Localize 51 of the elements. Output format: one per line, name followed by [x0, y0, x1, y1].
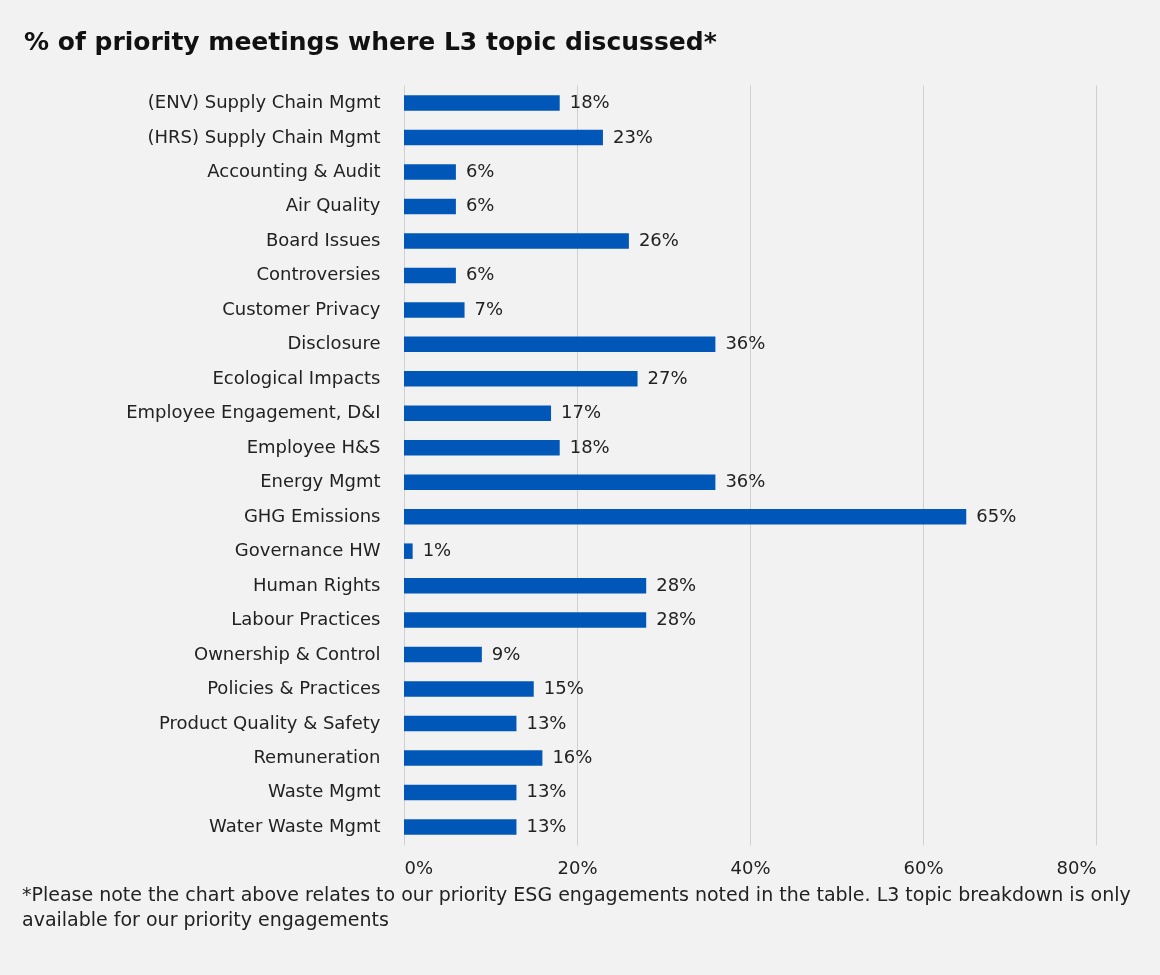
y-tick-label: Water Waste Mgmt	[209, 814, 381, 836]
data-label: 18%	[569, 435, 610, 457]
data-label: 27%	[647, 366, 688, 388]
data-label: 18%	[569, 91, 610, 113]
y-tick-label: (HRS) Supply Chain Mgmt	[147, 125, 381, 147]
data-label: 1%	[422, 539, 452, 561]
y-tick-label: GHG Emissions	[243, 504, 381, 526]
y-tick-label: Customer Privacy	[222, 297, 381, 319]
y-tick-label: Labour Practices	[231, 608, 381, 630]
y-tick-label: Ecological Impacts	[212, 366, 381, 388]
x-tick-label: 80%	[1056, 856, 1097, 878]
y-tick-label: Remuneration	[253, 745, 381, 767]
y-tick-label: Disclosure	[287, 332, 381, 354]
x-tick-label: 0%	[404, 856, 434, 878]
text: *Please note the chart above relates to our priority ESG engagements noted in the table. L3 topic breakdown is only available for our priority engagements	[22, 882, 1132, 932]
y-tick-label: Employee Engagement, D&I	[126, 401, 381, 423]
data-label: 36%	[725, 470, 766, 492]
data-label: 23%	[612, 125, 653, 147]
data-label: 16%	[552, 745, 593, 767]
y-tick-label: Policies & Practices	[207, 677, 381, 699]
x-tick-label: 20%	[557, 856, 598, 878]
x-tick-label: 60%	[903, 856, 944, 878]
data-label: 28%	[656, 573, 697, 595]
y-tick-label: Accounting & Audit	[207, 160, 381, 182]
data-label: 26%	[638, 228, 679, 250]
y-tick-label: Ownership & Control	[193, 642, 381, 664]
y-tick-label: (ENV) Supply Chain Mgmt	[147, 91, 381, 113]
y-tick-label: Employee H&S	[246, 435, 381, 457]
y-tick-label: Product Quality & Safety	[159, 711, 381, 733]
y-tick-label: Human Rights	[253, 573, 381, 595]
y-tick-label: Board Issues	[265, 228, 381, 250]
x-tick-label: 40%	[730, 856, 771, 878]
y-tick-label: Governance HW	[234, 539, 381, 561]
data-label: 6%	[465, 263, 495, 285]
data-label: 13%	[526, 711, 567, 733]
data-label: 36%	[725, 332, 766, 354]
data-label: 17%	[561, 401, 602, 423]
data-label: 13%	[526, 780, 567, 802]
data-label: 13%	[526, 814, 567, 836]
data-label: 7%	[474, 297, 504, 319]
data-label: 6%	[465, 160, 495, 182]
data-label: 6%	[465, 194, 495, 216]
y-tick-label: Controversies	[256, 263, 381, 285]
chart-title: % of priority meetings where L3 topic discussed*	[24, 27, 717, 56]
data-label: 9%	[491, 642, 521, 664]
y-tick-label: Energy Mgmt	[260, 470, 381, 492]
data-label: 28%	[656, 608, 697, 630]
y-tick-label: Waste Mgmt	[268, 780, 381, 802]
data-label: 65%	[976, 504, 1017, 526]
data-label: 15%	[543, 677, 584, 699]
y-tick-label: Air Quality	[285, 194, 381, 216]
